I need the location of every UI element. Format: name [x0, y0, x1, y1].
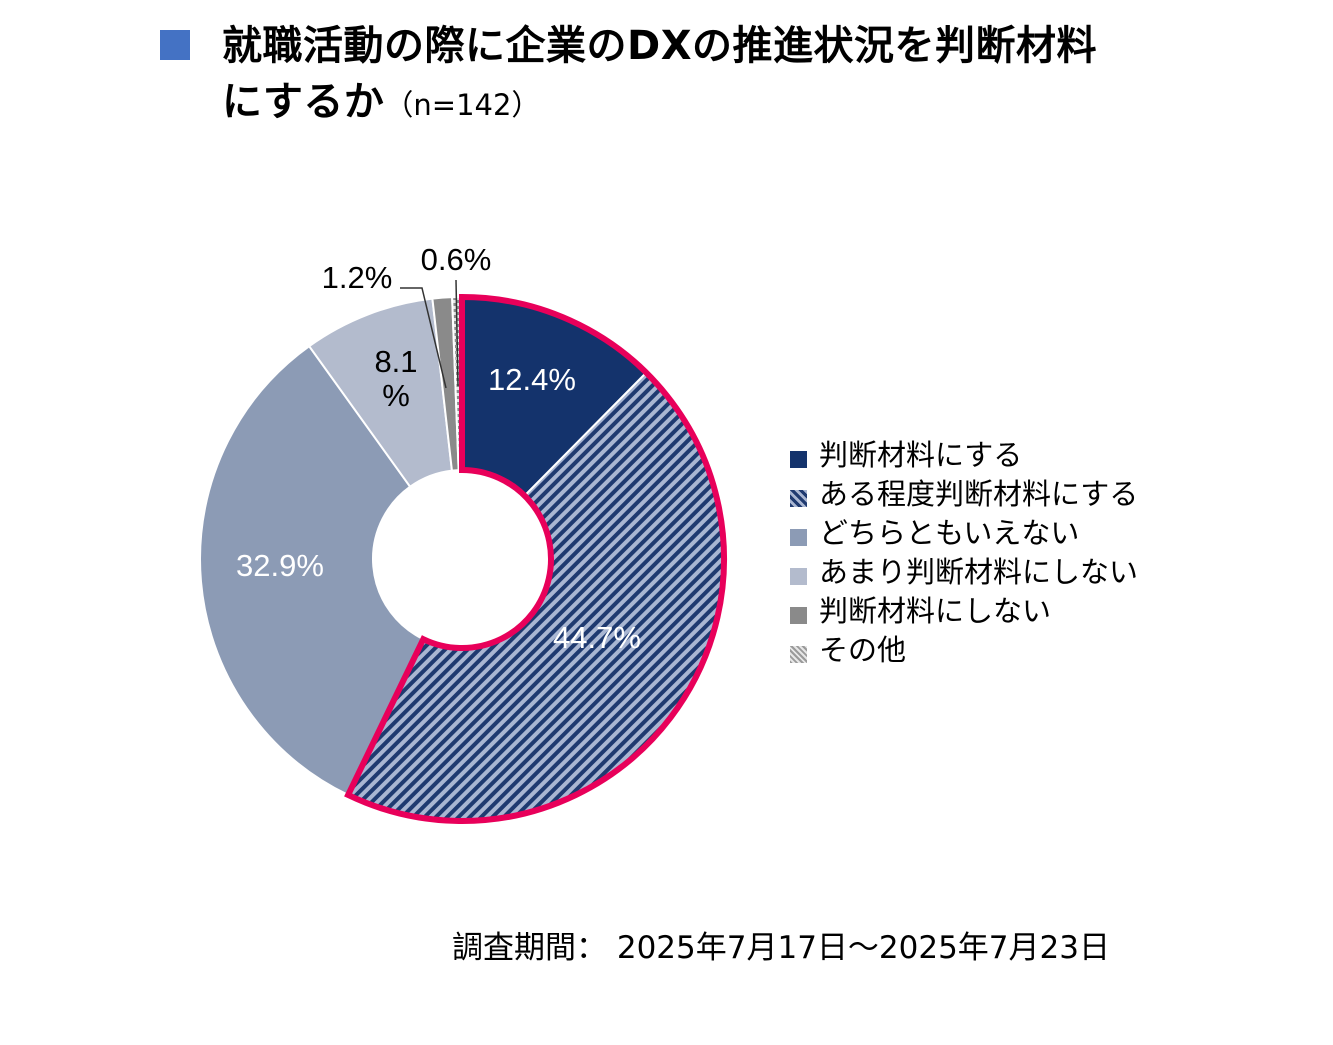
data-label-4: 1.2% — [322, 260, 393, 295]
data-labels: 12.4% 44.7% 32.9% 8.1 % 1.2% 0.6% — [236, 242, 641, 655]
leader-line-0-6 — [455, 279, 459, 387]
legend-swatch — [790, 528, 807, 546]
legend-label: 判断材料にしない — [819, 594, 1052, 628]
legend-swatch — [790, 489, 807, 507]
data-label-5: 0.6% — [421, 242, 492, 277]
legend-label: あまり判断材料にしない — [819, 555, 1139, 589]
sample-size: （n=142） — [384, 88, 541, 122]
donut-slices — [199, 295, 725, 822]
legend-swatch — [790, 567, 807, 585]
legend-label: その他 — [819, 633, 907, 667]
leader-line-1-2 — [400, 287, 447, 389]
title-line-1: 就職活動の際に企業のDXの推進状況を判断材料 — [222, 23, 1098, 69]
legend-label: ある程度判断材料にする — [819, 477, 1139, 511]
legend-item: 判断材料にする — [790, 436, 1138, 475]
slice-2 — [199, 344, 425, 797]
data-label-3: 8.1% — [374, 344, 417, 413]
leader-lines — [400, 279, 459, 389]
legend-item: その他 — [790, 631, 1138, 670]
data-label-2: 32.9% — [236, 548, 324, 583]
title-marker — [160, 30, 190, 60]
legend-swatch — [790, 450, 807, 468]
legend-item: どちらともいえない — [790, 514, 1138, 553]
legend-swatch — [790, 606, 807, 624]
legend-item: あまり判断材料にしない — [790, 553, 1138, 592]
data-label-0: 12.4% — [488, 362, 576, 397]
legend-item: ある程度判断材料にする — [790, 475, 1138, 514]
legend: 判断材料にするある程度判断材料にする どちらともいえないあまり判断材料にしない 判断… — [790, 436, 1138, 670]
legend-swatch — [790, 645, 807, 663]
chart-title: 就職活動の際に企業のDXの推進状況を判断材料 にするか（n=142） — [222, 18, 1282, 133]
title-line-2: にするか（n=142） — [222, 74, 1282, 133]
legend-label: 判断材料にする — [819, 438, 1023, 472]
legend-label: どちらともいえない — [819, 516, 1080, 550]
data-label-1: 44.7% — [553, 620, 641, 655]
highlight-outline — [344, 293, 727, 824]
survey-period: 調査期間： 2025年7月17日～2025年7月23日 — [452, 930, 1110, 966]
legend-item: 判断材料にしない — [790, 592, 1138, 631]
title-line-2-text: にするか — [222, 79, 385, 125]
